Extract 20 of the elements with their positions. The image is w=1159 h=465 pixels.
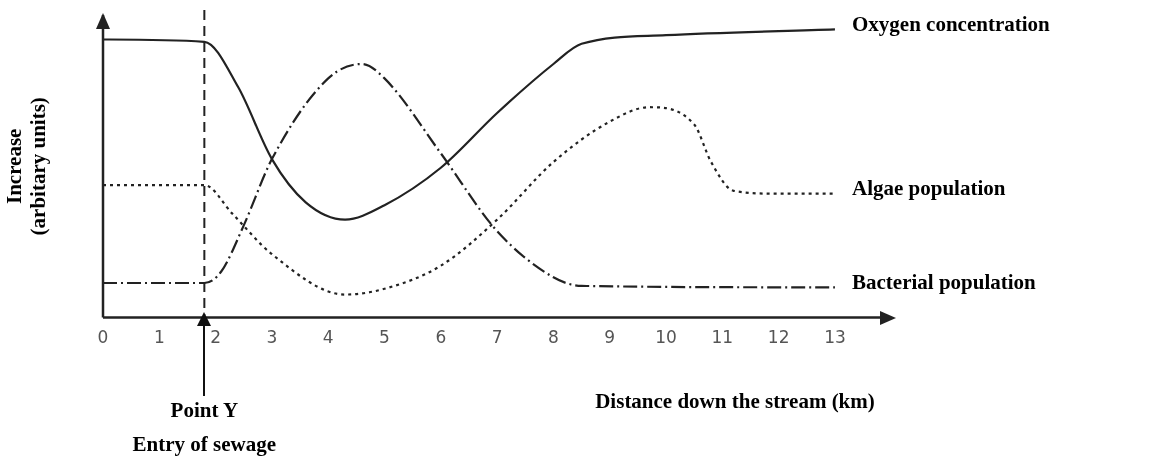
x-axis-title: Distance down the stream (km)	[595, 389, 875, 414]
x-tick-label: 4	[322, 327, 334, 348]
x-tick-label: 0	[97, 327, 109, 348]
x-tick-label: 7	[491, 327, 503, 348]
series-label: Oxygen concentration	[852, 11, 1051, 36]
x-tick-label: 5	[379, 327, 390, 348]
x-tick-label: 8	[548, 327, 559, 348]
x-tick-label: 11	[711, 327, 734, 348]
y-axis-title: Increase (arbitary units)	[2, 97, 51, 236]
x-tick-label: 1	[153, 327, 165, 348]
x-tick-label: 9	[604, 327, 616, 348]
x-tick-label: 3	[266, 327, 278, 348]
x-tick-label: 12	[767, 327, 790, 348]
x-tick-label: 6	[435, 327, 447, 348]
x-tick-label: 10	[655, 327, 677, 348]
annotation: Point Y Entry of sewage	[132, 398, 277, 457]
series-label: Algae population	[852, 176, 1006, 201]
x-tick-label: 2	[210, 327, 222, 348]
series-label: Bacterial population	[852, 269, 1037, 294]
x-tick-label: 13	[824, 327, 846, 348]
